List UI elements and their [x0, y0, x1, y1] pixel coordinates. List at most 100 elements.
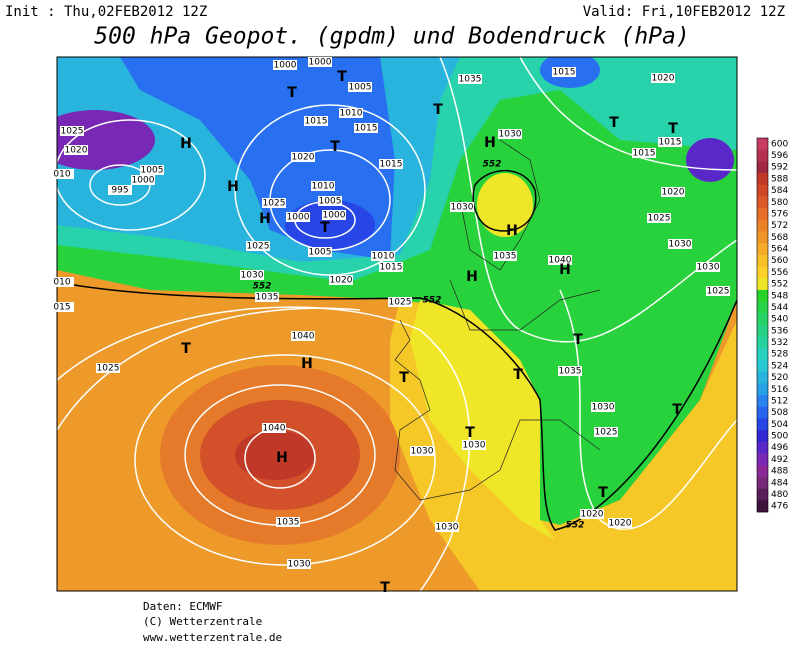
isobar-label-box: [558, 366, 582, 376]
isobar-label: 995: [111, 186, 128, 196]
colorbar-cell: [757, 465, 768, 478]
isobar-label-box: [287, 559, 311, 569]
isobar-label-box: [255, 292, 279, 302]
isobar-label: 1035: [459, 75, 482, 85]
colorbar-label: 564: [771, 245, 788, 255]
low-marker: T: [668, 121, 678, 137]
high-marker: H: [484, 135, 496, 151]
low-marker: T: [380, 580, 390, 596]
isobar-label: 1025: [389, 298, 412, 308]
isobar-label: 1005: [349, 83, 372, 93]
isobar-label-box: [50, 277, 74, 287]
colorbar-cell: [757, 149, 768, 162]
isobar-label: 1005: [309, 248, 332, 258]
isobar-label-box: [552, 67, 576, 77]
isobar-label-box: [308, 57, 332, 67]
isobar-label: 1025: [247, 242, 270, 252]
high-marker: H: [559, 262, 571, 278]
isobar-label: 1030: [499, 130, 522, 140]
isobar-label-box: [246, 241, 270, 251]
low-marker: T: [330, 139, 340, 155]
high-marker: H: [466, 269, 478, 285]
isobar-label-box: [304, 116, 328, 126]
colorbar-label: 592: [771, 163, 788, 173]
colorbar-label: 520: [771, 373, 788, 383]
colorbar-cell: [757, 184, 768, 197]
isobar-label-box: [706, 286, 730, 296]
colorbar-label: 480: [771, 490, 788, 500]
footer-url: www.wetterzentrale.de: [143, 631, 282, 644]
colorbar-cell: [757, 476, 768, 489]
low-marker: T: [433, 102, 443, 118]
isobar-label-box: [354, 123, 378, 133]
isobar-label-box: [493, 251, 517, 261]
colorbar-label: 548: [771, 291, 788, 301]
isobar-label-box: [458, 74, 482, 84]
colorbar-label: 572: [771, 221, 788, 231]
colorbar-cell: [757, 406, 768, 419]
map-title: 500 hPa Geopot. (gpdm) und Bodendruck (h…: [94, 24, 689, 50]
colorbar-cell: [757, 289, 768, 302]
isobar-label-box: [60, 126, 84, 136]
isobar-label: 1030: [241, 271, 264, 281]
isobar-label-box: [318, 196, 342, 206]
isobar-label-box: [651, 73, 675, 83]
contour-label: 552: [253, 282, 272, 292]
isobar-label-box: [696, 262, 720, 272]
low-marker: T: [287, 85, 297, 101]
isobar-label: 1020: [609, 519, 632, 529]
low-marker: T: [573, 332, 583, 348]
isobar-label-box: [379, 262, 403, 272]
colorbar-cell: [757, 254, 768, 267]
colorbar-cell: [757, 395, 768, 408]
isobar-label-box: [311, 181, 335, 191]
isobar-label: 1015: [305, 117, 328, 127]
isobar-label-box: [329, 275, 353, 285]
colorbar-cell: [757, 313, 768, 326]
colorbar-label: 512: [771, 396, 788, 406]
colorbar-cell: [757, 196, 768, 209]
colorbar-cell: [757, 325, 768, 337]
isobar-label: 1000: [132, 176, 155, 186]
colorbar-cell: [757, 138, 768, 150]
isobar-label-box: [410, 446, 434, 456]
low-marker: T: [337, 69, 347, 85]
low-marker: T: [399, 370, 409, 386]
isobar-label: 1015: [633, 149, 656, 159]
isobar-label-box: [668, 239, 692, 249]
isobar-label: 010: [53, 278, 70, 288]
colorbar-cell: [757, 208, 768, 221]
isobar-label-box: [273, 60, 297, 70]
isobar-label: 1030: [451, 203, 474, 213]
isobar-label: 1035: [277, 518, 300, 528]
map: [57, 57, 737, 591]
low-marker: T: [181, 341, 191, 357]
low-marker: T: [598, 485, 608, 501]
colorbar-cell: [757, 430, 768, 443]
isobar-label: 1035: [256, 293, 279, 303]
colorbar-label: 540: [771, 315, 788, 325]
colorbar-label: 536: [771, 326, 788, 336]
isobar-label: 1000: [287, 213, 310, 223]
isobar-label-box: [632, 148, 656, 158]
isobar-label: 1030: [669, 240, 692, 250]
isobar-label-box: [308, 247, 332, 257]
colorbar-label: 552: [771, 280, 788, 290]
colorbar-label: 576: [771, 209, 788, 219]
colorbar-cell: [757, 231, 768, 244]
isobar-label: 1035: [559, 367, 582, 377]
isobar-label-box: [262, 198, 286, 208]
isobar-label: 1000: [323, 211, 346, 221]
isobar-label-box: [608, 518, 632, 528]
isobar-label-box: [339, 108, 363, 118]
contour-label: 552: [423, 296, 442, 306]
isobar-label-box: [348, 82, 372, 92]
isobar-label: 1015: [553, 68, 576, 78]
isobar-label-box: [50, 302, 74, 312]
colorbar-cell: [757, 243, 768, 256]
isobar-label: 1030: [697, 263, 720, 273]
colorbar-label: 544: [771, 303, 788, 313]
colorbar-cell: [757, 453, 768, 466]
isobar-label-box: [379, 159, 403, 169]
